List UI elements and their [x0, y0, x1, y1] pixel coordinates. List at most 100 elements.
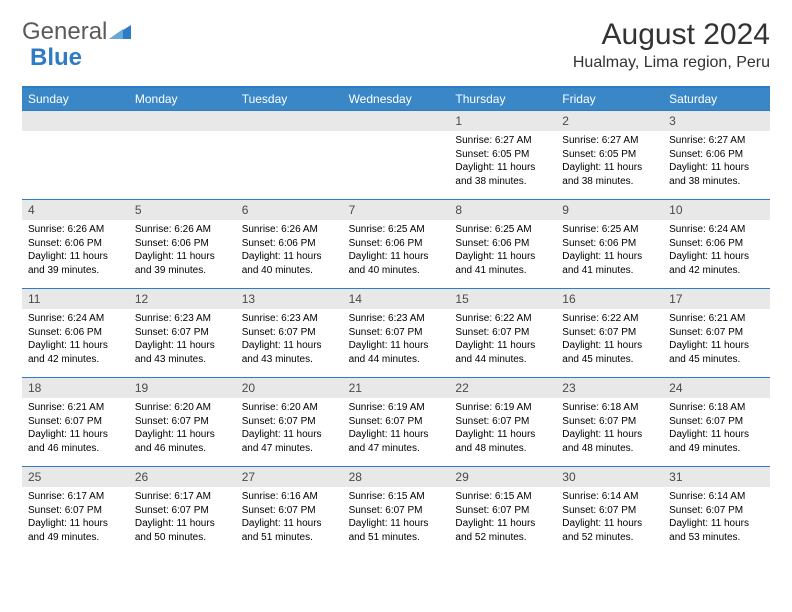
logo-text-blue: Blue — [30, 44, 82, 71]
day-number: 8 — [449, 200, 556, 220]
day-number: 22 — [449, 378, 556, 398]
day-body: Sunrise: 6:22 AMSunset: 6:07 PMDaylight:… — [556, 309, 663, 370]
sunrise-line: Sunrise: 6:23 AM — [242, 312, 337, 326]
day-body: Sunrise: 6:14 AMSunset: 6:07 PMDaylight:… — [556, 487, 663, 548]
daylight-line: Daylight: 11 hours and 46 minutes. — [28, 428, 123, 455]
daylight-line: Daylight: 11 hours and 47 minutes. — [242, 428, 337, 455]
daylight-line: Daylight: 11 hours and 39 minutes. — [28, 250, 123, 277]
day-body: Sunrise: 6:19 AMSunset: 6:07 PMDaylight:… — [449, 398, 556, 459]
sunrise-line: Sunrise: 6:21 AM — [669, 312, 764, 326]
sunset-line: Sunset: 6:05 PM — [455, 148, 550, 162]
day-number: 23 — [556, 378, 663, 398]
sunrise-line: Sunrise: 6:20 AM — [242, 401, 337, 415]
day-cell-empty — [343, 111, 450, 199]
day-number: 19 — [129, 378, 236, 398]
day-body: Sunrise: 6:27 AMSunset: 6:05 PMDaylight:… — [556, 131, 663, 192]
dayname-row: SundayMondayTuesdayWednesdayThursdayFrid… — [22, 88, 770, 110]
day-body: Sunrise: 6:25 AMSunset: 6:06 PMDaylight:… — [556, 220, 663, 281]
sunset-line: Sunset: 6:06 PM — [669, 148, 764, 162]
day-cell-25: 25Sunrise: 6:17 AMSunset: 6:07 PMDayligh… — [22, 467, 129, 555]
day-body: Sunrise: 6:27 AMSunset: 6:05 PMDaylight:… — [449, 131, 556, 192]
day-number: 27 — [236, 467, 343, 487]
day-number: 1 — [449, 111, 556, 131]
sunset-line: Sunset: 6:06 PM — [349, 237, 444, 251]
sunset-line: Sunset: 6:07 PM — [28, 504, 123, 518]
day-cell-empty — [22, 111, 129, 199]
title-block: August 2024 Hualmay, Lima region, Peru — [573, 18, 770, 72]
day-body: Sunrise: 6:19 AMSunset: 6:07 PMDaylight:… — [343, 398, 450, 459]
sunrise-line: Sunrise: 6:24 AM — [28, 312, 123, 326]
daylight-line: Daylight: 11 hours and 39 minutes. — [135, 250, 230, 277]
sunset-line: Sunset: 6:07 PM — [242, 504, 337, 518]
daylight-line: Daylight: 11 hours and 38 minutes. — [455, 161, 550, 188]
day-cell-30: 30Sunrise: 6:14 AMSunset: 6:07 PMDayligh… — [556, 467, 663, 555]
day-cell-24: 24Sunrise: 6:18 AMSunset: 6:07 PMDayligh… — [663, 378, 770, 466]
sunset-line: Sunset: 6:07 PM — [562, 504, 657, 518]
daylight-line: Daylight: 11 hours and 45 minutes. — [669, 339, 764, 366]
day-body: Sunrise: 6:24 AMSunset: 6:06 PMDaylight:… — [663, 220, 770, 281]
week-row: 18Sunrise: 6:21 AMSunset: 6:07 PMDayligh… — [22, 377, 770, 466]
day-number: 29 — [449, 467, 556, 487]
sunset-line: Sunset: 6:06 PM — [28, 237, 123, 251]
sunrise-line: Sunrise: 6:26 AM — [135, 223, 230, 237]
daylight-line: Daylight: 11 hours and 44 minutes. — [455, 339, 550, 366]
daylight-line: Daylight: 11 hours and 49 minutes. — [669, 428, 764, 455]
daylight-line: Daylight: 11 hours and 52 minutes. — [562, 517, 657, 544]
sunset-line: Sunset: 6:07 PM — [455, 415, 550, 429]
sunset-line: Sunset: 6:07 PM — [242, 326, 337, 340]
day-number: 5 — [129, 200, 236, 220]
day-cell-empty — [236, 111, 343, 199]
sunrise-line: Sunrise: 6:23 AM — [135, 312, 230, 326]
day-number: 31 — [663, 467, 770, 487]
day-body: Sunrise: 6:24 AMSunset: 6:06 PMDaylight:… — [22, 309, 129, 370]
daylight-line: Daylight: 11 hours and 46 minutes. — [135, 428, 230, 455]
day-body: Sunrise: 6:22 AMSunset: 6:07 PMDaylight:… — [449, 309, 556, 370]
sunrise-line: Sunrise: 6:15 AM — [455, 490, 550, 504]
sunrise-line: Sunrise: 6:18 AM — [562, 401, 657, 415]
day-number: 21 — [343, 378, 450, 398]
sunset-line: Sunset: 6:06 PM — [28, 326, 123, 340]
sunset-line: Sunset: 6:07 PM — [455, 504, 550, 518]
daylight-line: Daylight: 11 hours and 43 minutes. — [242, 339, 337, 366]
sunrise-line: Sunrise: 6:27 AM — [562, 134, 657, 148]
day-cell-23: 23Sunrise: 6:18 AMSunset: 6:07 PMDayligh… — [556, 378, 663, 466]
day-body: Sunrise: 6:26 AMSunset: 6:06 PMDaylight:… — [129, 220, 236, 281]
sunrise-line: Sunrise: 6:22 AM — [562, 312, 657, 326]
daylight-line: Daylight: 11 hours and 52 minutes. — [455, 517, 550, 544]
day-cell-13: 13 Sunrise: 6:23 AMSunset: 6:07 PMDayligh… — [236, 289, 343, 377]
day-body: Sunrise: 6:16 AMSunset: 6:07 PMDaylight:… — [236, 487, 343, 548]
day-cell-14: 14Sunrise: 6:23 AMSunset: 6:07 PMDayligh… — [343, 289, 450, 377]
sunset-line: Sunset: 6:06 PM — [669, 237, 764, 251]
daylight-line: Daylight: 11 hours and 42 minutes. — [669, 250, 764, 277]
day-number: 4 — [22, 200, 129, 220]
daylight-line: Daylight: 11 hours and 44 minutes. — [349, 339, 444, 366]
logo-text-blue-wrap: Blue — [30, 44, 82, 72]
sunrise-line: Sunrise: 6:26 AM — [28, 223, 123, 237]
day-number: 6 — [236, 200, 343, 220]
daylight-line: Daylight: 11 hours and 41 minutes. — [562, 250, 657, 277]
day-number: 26 — [129, 467, 236, 487]
day-number: 14 — [343, 289, 450, 309]
day-number: 25 — [22, 467, 129, 487]
sunrise-line: Sunrise: 6:18 AM — [669, 401, 764, 415]
day-number: 7 — [343, 200, 450, 220]
daylight-line: Daylight: 11 hours and 42 minutes. — [28, 339, 123, 366]
day-cell-18: 18Sunrise: 6:21 AMSunset: 6:07 PMDayligh… — [22, 378, 129, 466]
day-cell-19: 19Sunrise: 6:20 AMSunset: 6:07 PMDayligh… — [129, 378, 236, 466]
calendar: SundayMondayTuesdayWednesdayThursdayFrid… — [22, 86, 770, 555]
day-number: 13 — [236, 289, 343, 309]
day-number: 11 — [22, 289, 129, 309]
daylight-line: Daylight: 11 hours and 38 minutes. — [562, 161, 657, 188]
day-cell-28: 28Sunrise: 6:15 AMSunset: 6:07 PMDayligh… — [343, 467, 450, 555]
day-cell-22: 22Sunrise: 6:19 AMSunset: 6:07 PMDayligh… — [449, 378, 556, 466]
day-number — [236, 111, 343, 131]
sunset-line: Sunset: 6:07 PM — [135, 326, 230, 340]
day-cell-20: 20Sunrise: 6:20 AMSunset: 6:07 PMDayligh… — [236, 378, 343, 466]
day-cell-3: 3Sunrise: 6:27 AMSunset: 6:06 PMDaylight… — [663, 111, 770, 199]
week-row: 4Sunrise: 6:26 AMSunset: 6:06 PMDaylight… — [22, 199, 770, 288]
daylight-line: Daylight: 11 hours and 41 minutes. — [455, 250, 550, 277]
day-body: Sunrise: 6:21 AMSunset: 6:07 PMDaylight:… — [663, 309, 770, 370]
sunrise-line: Sunrise: 6:16 AM — [242, 490, 337, 504]
day-cell-17: 17Sunrise: 6:21 AMSunset: 6:07 PMDayligh… — [663, 289, 770, 377]
sunrise-line: Sunrise: 6:20 AM — [135, 401, 230, 415]
